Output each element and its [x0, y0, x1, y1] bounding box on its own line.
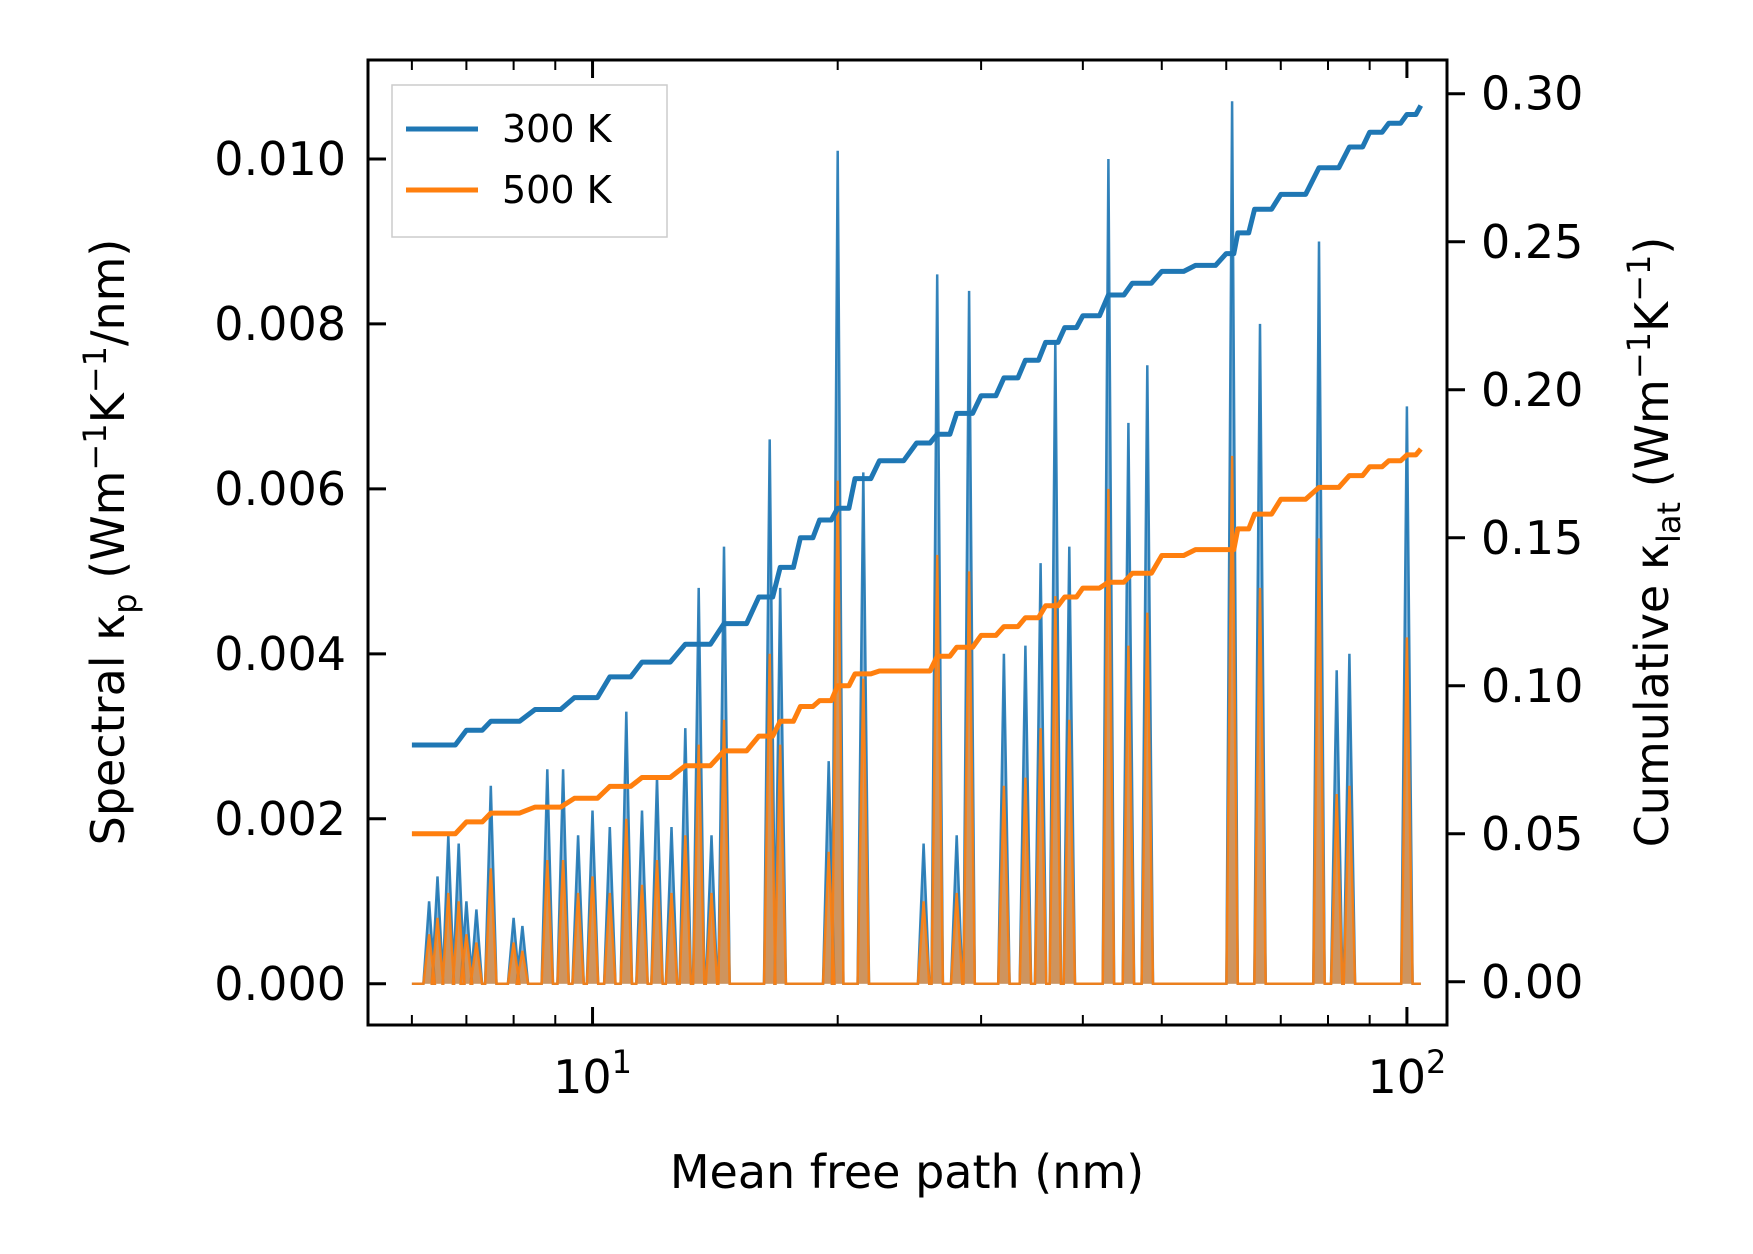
- spectral-fill-1: [411, 455, 1421, 984]
- x-tick-label-1: 102: [1367, 1043, 1446, 1104]
- y-left-tick-label-0: 0.000: [214, 957, 346, 1011]
- y-axis-left-label: Spectral κp (Wm−1K−1/nm): [76, 239, 144, 846]
- ticks-layer: [368, 60, 1465, 1025]
- plot-area: [411, 101, 1423, 986]
- y-left-tick-label-1: 0.002: [214, 792, 346, 846]
- y-right-tick-label-2: 0.10: [1481, 659, 1583, 713]
- y-left-tick-label-4: 0.008: [214, 297, 346, 351]
- cumulative-layer: [411, 104, 1423, 837]
- legend-label-300k: 300 K: [502, 107, 613, 151]
- y-right-tick-label-1: 0.05: [1481, 807, 1583, 861]
- y-right-label-main: Cumulative κ: [1625, 543, 1679, 847]
- y-right-tick-label-4: 0.20: [1481, 363, 1583, 417]
- svg-text:Cumulative κlat (Wm−1K−1): Cumulative κlat (Wm−1K−1): [1620, 237, 1688, 848]
- y-left-label-units: (Wm: [81, 471, 135, 579]
- y-left-tick-label-5: 0.010: [214, 132, 346, 186]
- y-right-label-sub: lat: [1650, 502, 1688, 543]
- y-left-tick-label-2: 0.004: [214, 627, 346, 681]
- legend-label-500k: 500 K: [502, 168, 613, 212]
- y-left-label-main: Spectral κ: [81, 614, 135, 846]
- spectral-layer: [411, 101, 1421, 986]
- legend: 300 K 500 K: [391, 84, 668, 238]
- cumulative-line-1: [411, 447, 1423, 837]
- svg-text:Spectral κp (Wm−1K−1/nm): Spectral κp (Wm−1K−1/nm): [76, 239, 144, 846]
- y-left-tick-label-3: 0.006: [214, 462, 346, 516]
- y-right-tick-label-3: 0.15: [1481, 511, 1583, 565]
- y-right-tick-label-6: 0.30: [1481, 67, 1583, 121]
- y-right-label-units: (Wm: [1625, 379, 1679, 487]
- plot-frame: [366, 58, 1449, 1027]
- cumulative-line-0: [411, 104, 1423, 748]
- y-right-tick-label-0: 0.00: [1481, 955, 1583, 1009]
- y-axis-right-label: Cumulative κlat (Wm−1K−1): [1620, 237, 1688, 848]
- y-right-tick-label-5: 0.25: [1481, 215, 1583, 269]
- legend-box: [391, 84, 668, 238]
- x-axis-label: Mean free path (nm): [670, 1145, 1144, 1199]
- x-tick-label-0: 101: [553, 1043, 632, 1104]
- tick-labels: 0.000 0.002 0.004 0.006 0.008 0.010 0.00 0.05 0.…: [214, 67, 1583, 1104]
- y-left-label-sub: p: [106, 593, 144, 613]
